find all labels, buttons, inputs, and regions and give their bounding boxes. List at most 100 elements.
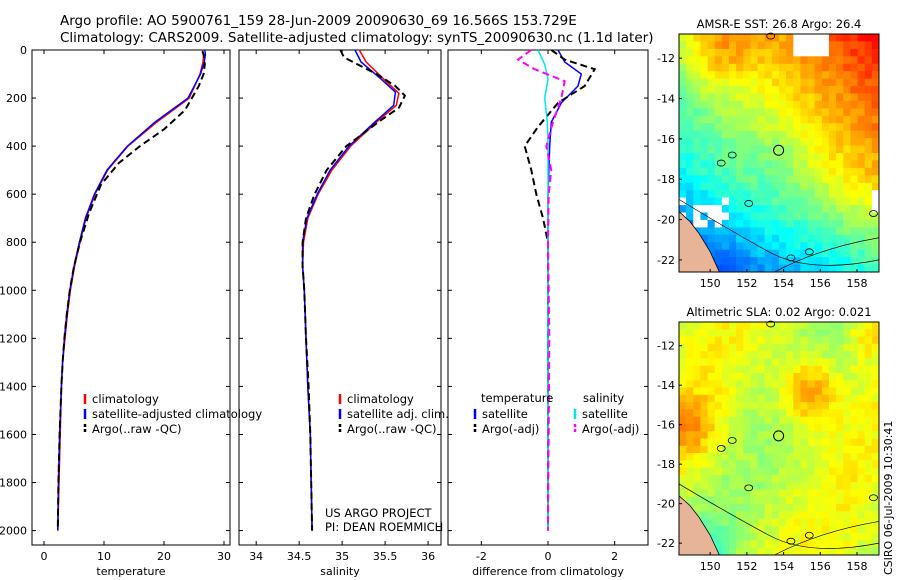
reef-outline bbox=[804, 248, 814, 256]
x-tick-label: 150 bbox=[700, 560, 721, 573]
legend-label: Argo(-adj) bbox=[582, 422, 639, 436]
y-tick-label: 1400 bbox=[0, 380, 27, 393]
depth-contour bbox=[774, 521, 879, 555]
reef-outline bbox=[786, 537, 796, 545]
x-tick-label: 20 bbox=[157, 550, 171, 563]
header-line-1: Argo profile: AO 5900761_159 28-Jun-2009… bbox=[60, 13, 577, 29]
annotation-project: US ARGO PROJECT bbox=[325, 506, 433, 520]
reef-outline bbox=[786, 254, 796, 262]
y-tick-label: -16 bbox=[657, 419, 675, 432]
y-tick-label: 800 bbox=[6, 236, 27, 249]
y-tick-label: 600 bbox=[6, 188, 27, 201]
legend-label: climatology bbox=[347, 392, 414, 406]
legend-label: climatology bbox=[92, 392, 159, 406]
x-tick-label: 30 bbox=[217, 550, 231, 563]
argo-position-marker bbox=[773, 144, 785, 156]
reef-outline bbox=[727, 437, 737, 444]
amsr-e-sst-map: AMSR-E SST: 26.8 Argo: 26.4 150 152 154 156 1… bbox=[657, 17, 880, 290]
x-tick-label: 0 bbox=[41, 550, 48, 563]
map-frame bbox=[678, 33, 880, 273]
x-axis-label: temperature bbox=[96, 565, 165, 578]
series-line-argo-raw-qc- bbox=[56, 50, 206, 531]
y-tick-label: 1800 bbox=[0, 477, 27, 490]
legend-title-salinity: salinity bbox=[583, 391, 624, 405]
depth-contour bbox=[774, 237, 879, 272]
y-tick-label: -22 bbox=[657, 254, 675, 267]
reef-outline bbox=[766, 320, 776, 328]
map-title: Altimetric SLA: 0.02 Argo: 0.021 bbox=[686, 305, 871, 319]
y-tick-label: -16 bbox=[657, 133, 675, 146]
series-line-salinity-argo-adj- bbox=[516, 49, 566, 531]
land-shape bbox=[679, 210, 720, 272]
reef-outline bbox=[766, 32, 776, 40]
y-tick-label: -12 bbox=[657, 52, 675, 65]
y-tick-label: 0 bbox=[20, 44, 27, 57]
x-tick-label: 154 bbox=[773, 277, 794, 290]
map-field bbox=[679, 322, 879, 555]
annotation-pi: PI: DEAN ROEMMICH bbox=[325, 520, 443, 534]
x-axis-label: difference from climatology bbox=[472, 565, 624, 578]
temperature-profile-frame bbox=[31, 49, 231, 546]
y-tick-label: 400 bbox=[6, 140, 27, 153]
x-tick-label: 156 bbox=[810, 560, 831, 573]
legend-label: satellite adj. clim. bbox=[347, 407, 449, 421]
header-line-2: Climatology: CARS2009. Satellite-adjuste… bbox=[60, 30, 654, 46]
legend-label: Argo(..raw -QC) bbox=[92, 422, 182, 436]
map-title: AMSR-E SST: 26.8 Argo: 26.4 bbox=[697, 17, 862, 31]
reef-outline bbox=[869, 494, 878, 502]
reef-outline bbox=[744, 484, 754, 492]
x-tick-label: 2 bbox=[611, 550, 618, 563]
y-tick-label: -22 bbox=[657, 537, 675, 550]
legend-entry: satellite-adjusted climatology bbox=[83, 407, 262, 421]
x-tick-label: 156 bbox=[810, 277, 831, 290]
legend-entry: satellite bbox=[473, 407, 528, 421]
y-tick-label: 200 bbox=[6, 92, 27, 105]
y-tick-label: 1000 bbox=[0, 284, 27, 297]
legend-label: Argo(-adj) bbox=[482, 422, 539, 436]
difference-profile-panel: -2 0 2 difference from climatology bbox=[447, 49, 649, 578]
x-tick-label: 36 bbox=[421, 550, 435, 563]
land-shape bbox=[679, 495, 720, 555]
reef-outline bbox=[744, 200, 754, 207]
map-field bbox=[679, 34, 879, 272]
legend-label: satellite bbox=[582, 407, 628, 421]
reef-outline bbox=[804, 531, 814, 539]
y-tick-label: 1200 bbox=[0, 332, 27, 345]
legend-entry: satellite bbox=[573, 407, 628, 421]
y-tick-label: -12 bbox=[657, 340, 675, 353]
x-tick-label: 34.5 bbox=[287, 550, 312, 563]
x-tick-label: 158 bbox=[846, 277, 867, 290]
x-tick-label: 154 bbox=[773, 560, 794, 573]
salinity-profile-panel: 34 34.5 35 35.5 36 salinity bbox=[238, 49, 442, 578]
y-tick-label: -18 bbox=[657, 458, 675, 471]
x-tick-label: 152 bbox=[736, 277, 757, 290]
reef-outline bbox=[716, 444, 726, 452]
y-tick-label: 2000 bbox=[0, 525, 27, 538]
salinity-profile-frame bbox=[238, 49, 442, 546]
x-axis-label: salinity bbox=[320, 565, 360, 578]
series-line-argo-raw-qc- bbox=[301, 49, 407, 531]
x-tick-label: 35 bbox=[335, 550, 349, 563]
y-tick-label: -14 bbox=[657, 379, 675, 392]
y-tick-label: -20 bbox=[657, 498, 675, 511]
x-tick-label: 35.5 bbox=[373, 550, 398, 563]
legend-entry: Argo(-adj) bbox=[473, 422, 539, 436]
map-frame bbox=[678, 321, 880, 556]
argo-position-marker bbox=[773, 430, 785, 442]
y-tick-label: 1600 bbox=[0, 428, 27, 441]
x-tick-label: 150 bbox=[700, 277, 721, 290]
depth-contour bbox=[679, 199, 879, 266]
legend-entry: Argo(-adj) bbox=[573, 422, 639, 436]
reef-outline bbox=[716, 159, 726, 167]
legend-label: satellite bbox=[482, 407, 528, 421]
temperature-profile-panel: 0 10 20 30 temperature 0 200 400 600 800 1000 1200 1… bbox=[0, 44, 231, 578]
y-tick-label: -14 bbox=[657, 93, 675, 106]
y-tick-label: -18 bbox=[657, 173, 675, 186]
reef-outline bbox=[869, 210, 878, 217]
legend-title-temperature: temperature bbox=[481, 391, 553, 405]
legend-entry: Argo(..raw -QC) bbox=[83, 422, 182, 436]
x-tick-label: 34 bbox=[249, 550, 263, 563]
series-line-temperature-argo-adj- bbox=[523, 49, 597, 531]
legend-entry: climatology bbox=[338, 392, 414, 406]
